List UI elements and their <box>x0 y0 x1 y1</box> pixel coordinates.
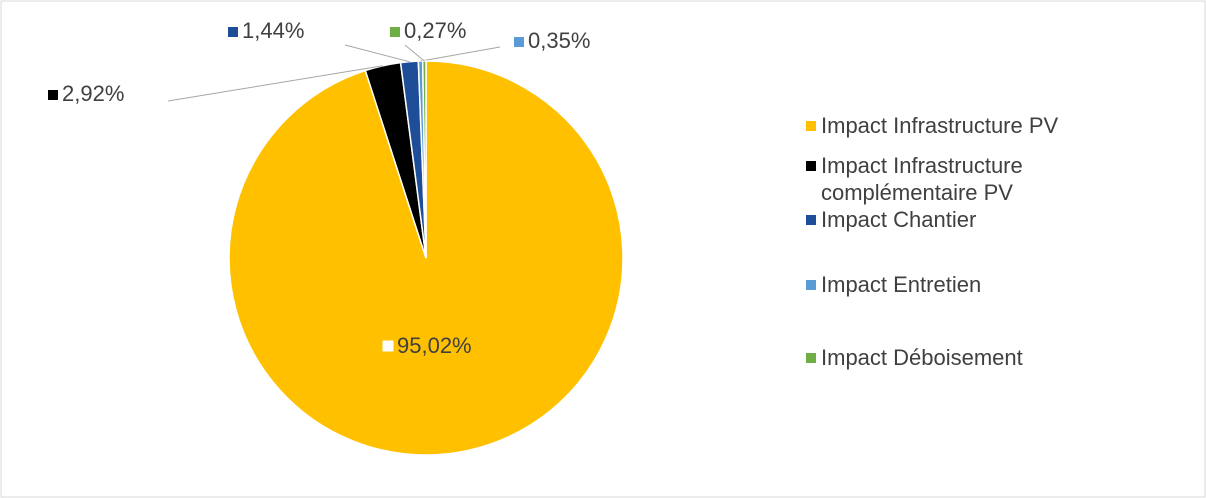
leader-line <box>420 46 501 62</box>
label-swatch <box>514 37 524 47</box>
data-label: 95,02% <box>397 333 472 358</box>
legend-label: Impact Chantier <box>821 207 977 232</box>
legend-item: Impact Entretien <box>806 271 1106 298</box>
label-swatch <box>228 27 238 37</box>
label-swatch <box>390 27 400 37</box>
leader-line <box>167 65 383 102</box>
data-label: 1,44% <box>242 18 304 43</box>
legend: Impact Infrastructure PV Impact Infrastru… <box>806 112 1106 371</box>
leader-line <box>344 44 410 63</box>
legend-swatch <box>806 353 816 363</box>
legend-item: Impact Déboisement <box>806 344 1106 371</box>
legend-swatch <box>806 161 816 171</box>
data-label: 2,92% <box>62 81 124 106</box>
label-swatch <box>48 90 58 100</box>
label-swatch <box>382 340 394 352</box>
legend-swatch <box>806 121 816 131</box>
legend-item: Impact Chantier <box>806 206 1106 233</box>
legend-swatch <box>806 215 816 225</box>
legend-label: Impact Entretien <box>821 272 982 297</box>
data-label: 0,27% <box>404 18 466 43</box>
data-label: 0,35% <box>528 28 590 53</box>
legend-item: Impact Infrastructure complémentaire PV <box>806 152 1106 206</box>
legend-item: Impact Infrastructure PV <box>806 112 1106 139</box>
leader-line <box>404 44 425 62</box>
legend-label: Impact Infrastructure complémentaire PV <box>821 153 1023 205</box>
legend-swatch <box>806 280 816 290</box>
legend-label: Impact Infrastructure PV <box>821 113 1059 138</box>
legend-label: Impact Déboisement <box>821 345 1023 370</box>
